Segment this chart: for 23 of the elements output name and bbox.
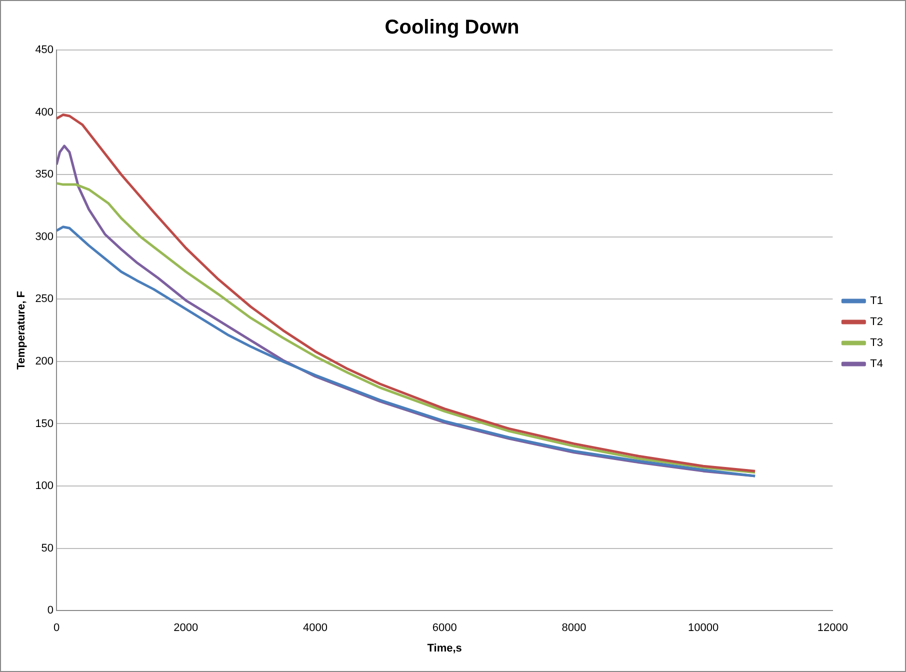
y-tick-label: 450	[35, 44, 54, 56]
x-tick-label: 6000	[432, 622, 457, 634]
y-tick-label: 100	[35, 480, 54, 492]
y-axis-title: Temperature, F	[16, 290, 28, 370]
chart-title: Cooling Down	[384, 16, 520, 39]
y-tick-label: 300	[35, 230, 54, 243]
y-tick-label: 250	[35, 293, 54, 306]
x-tick-label: 8000	[562, 622, 586, 634]
y-tick-label: 0	[47, 604, 54, 617]
y-tick-label: 200	[35, 355, 54, 368]
x-axis-title: Time,s	[427, 642, 462, 654]
y-tick-label: 350	[35, 168, 54, 181]
legend-label: T2	[870, 316, 884, 328]
legend-label: T1	[870, 295, 884, 308]
x-tick-label: 4000	[303, 622, 328, 634]
legend-label: T3	[870, 337, 884, 350]
y-tick-label: 50	[41, 542, 54, 554]
x-tick-label: 10000	[688, 622, 719, 634]
y-tick-label: 400	[35, 106, 54, 118]
legend-label: T4	[870, 358, 884, 370]
y-tick-label: 150	[35, 418, 54, 430]
x-tick-label: 12000	[817, 622, 848, 634]
x-tick-label: 2000	[174, 622, 198, 634]
